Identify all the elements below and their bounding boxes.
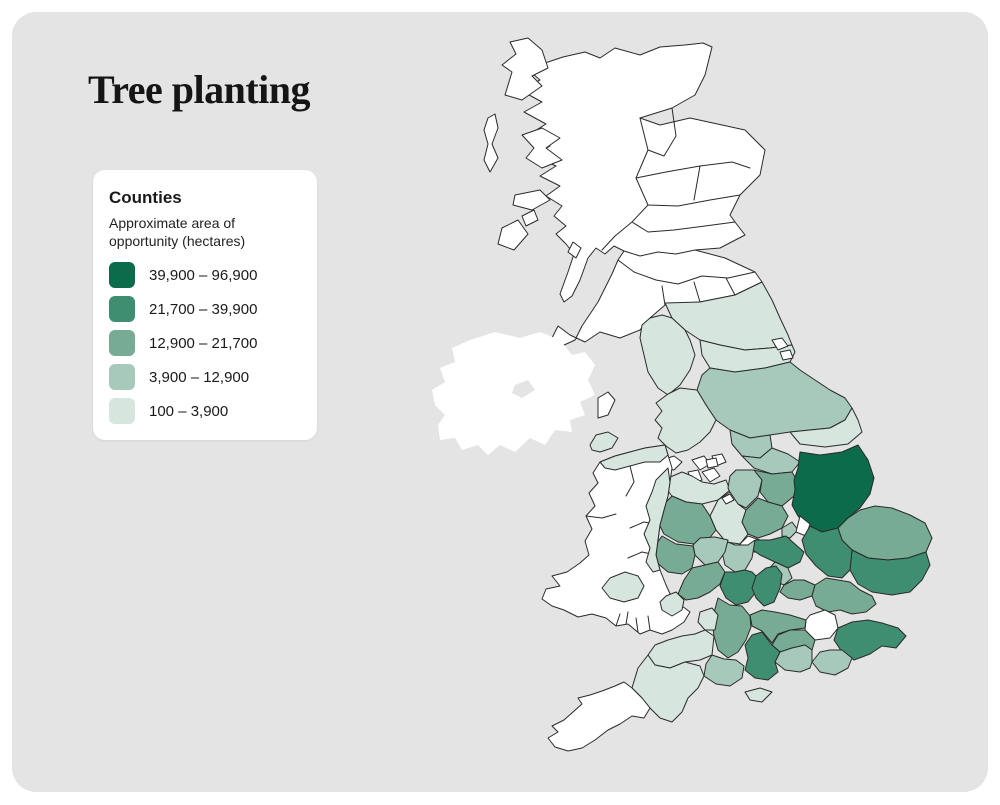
region-scotland-islands[interactable] (483, 37, 582, 259)
region-lancashire[interactable] (654, 387, 717, 454)
region-somerset[interactable] (647, 629, 715, 669)
region-wales-north-coast[interactable] (599, 444, 669, 471)
legend-swatch-bin4 (109, 364, 135, 391)
legend-row: 100 – 3,900 (109, 398, 301, 425)
region-powys[interactable] (643, 467, 671, 573)
region-north-yorkshire[interactable] (696, 361, 853, 439)
region-rutland[interactable] (781, 521, 799, 539)
region-berkshire[interactable] (749, 609, 807, 644)
region-cumbria[interactable] (639, 314, 696, 396)
region-bristol-avon[interactable] (697, 607, 719, 631)
region-cambridgeshire[interactable] (801, 525, 853, 579)
region-greater-manchester[interactable] (687, 453, 727, 485)
region-wiltshire[interactable] (711, 597, 752, 659)
legend-swatch-bin3 (109, 330, 135, 357)
region-monmouthshire[interactable] (659, 591, 685, 617)
region-nottinghamshire[interactable] (753, 469, 799, 507)
legend-label-bin2: 21,700 – 39,900 (149, 300, 258, 318)
region-east-riding[interactable] (789, 407, 863, 448)
legend-row: 39,900 – 96,900 (109, 262, 301, 289)
legend-swatch-bin5 (109, 398, 135, 425)
region-suffolk[interactable] (849, 549, 931, 596)
legend-card: Counties Approximate area of opportunity… (93, 170, 317, 441)
region-isle-of-wight[interactable] (744, 687, 773, 703)
wales-county-boundaries (585, 465, 661, 633)
region-east-sussex[interactable] (811, 649, 853, 676)
legend-title: Counties (109, 188, 182, 207)
legend-swatch-bin2 (109, 296, 135, 323)
legend-label-bin3: 12,900 – 21,700 (149, 334, 258, 352)
legend-label-bin1: 39,900 – 96,900 (149, 266, 258, 284)
scotland-county-boundaries (601, 107, 756, 306)
legend-row: 3,900 – 12,900 (109, 364, 301, 391)
legend-row: 12,900 – 21,700 (109, 330, 301, 357)
region-northern-ireland (432, 332, 595, 455)
legend-label-bin4: 3,900 – 12,900 (149, 368, 250, 386)
region-essex[interactable] (811, 577, 877, 615)
legend-row: 21,700 – 39,900 (109, 296, 301, 323)
region-worcestershire[interactable] (692, 536, 729, 566)
region-isle-of-man[interactable] (597, 391, 616, 419)
region-buckinghamshire[interactable] (751, 565, 783, 607)
legend-label-bin5: 100 – 3,900 (149, 402, 229, 420)
region-hampshire[interactable] (744, 631, 781, 681)
region-anglesey[interactable] (589, 431, 619, 453)
region-dorset[interactable] (703, 654, 745, 687)
legend-swatch-bin1 (109, 262, 135, 289)
region-carmarthenshire[interactable] (601, 571, 645, 603)
uk-choropleth-map (410, 10, 990, 790)
legend-subtitle: Approximate area of opportunity (hectare… (109, 215, 246, 250)
region-cornwall[interactable] (547, 681, 651, 752)
map-svg (432, 37, 933, 752)
region-stoke[interactable] (721, 493, 735, 505)
region-tyne-and-wear[interactable] (771, 337, 794, 361)
region-gloucestershire[interactable] (677, 561, 726, 601)
page-title: Tree planting (88, 67, 311, 112)
